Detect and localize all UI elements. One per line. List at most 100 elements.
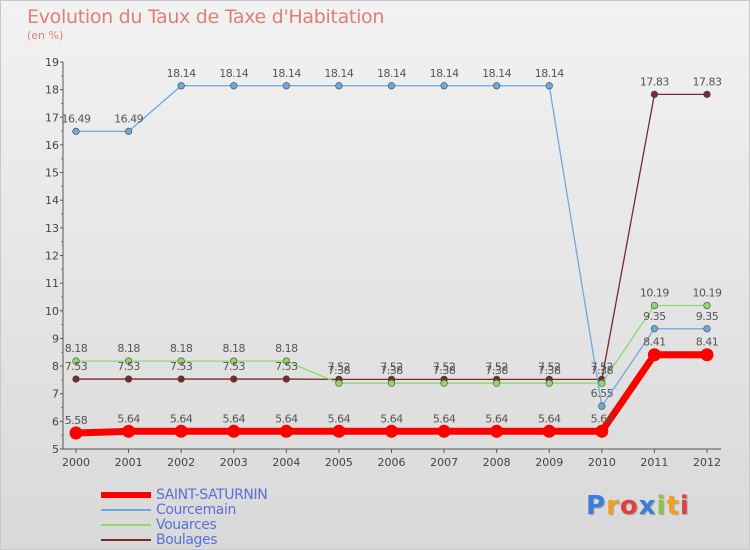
data-label: 18.14 (377, 67, 406, 80)
y-tick-label: 11 (45, 277, 59, 290)
y-tick-label: 14 (45, 194, 59, 207)
series-line-boulages (76, 93, 707, 380)
data-label: 7.53 (170, 360, 193, 373)
data-label: 7.38 (380, 364, 403, 377)
proxiti-logo-letter: r (606, 491, 620, 521)
y-tick-label: 18 (45, 84, 59, 97)
data-point (72, 127, 80, 135)
data-label: 7.53 (117, 360, 140, 373)
data-point (227, 424, 241, 438)
data-point (490, 424, 504, 438)
data-point (542, 424, 556, 438)
data-label: 5.64 (485, 412, 508, 425)
data-label: 9.35 (643, 310, 666, 323)
x-tick-label: 2006 (378, 456, 406, 469)
y-tick-label: 13 (45, 222, 59, 235)
data-point (387, 82, 396, 90)
data-label: 5.64 (433, 412, 456, 425)
data-label: 6.55 (591, 387, 614, 400)
x-tick-label: 2009 (535, 456, 563, 469)
data-label: 5.64 (117, 412, 140, 425)
x-tick-label: 2003 (220, 456, 248, 469)
data-point (124, 357, 133, 365)
data-label: 8.41 (643, 336, 666, 349)
data-point (230, 357, 238, 365)
proxiti-logo-letter: x (638, 491, 657, 521)
x-tick-label: 2012 (693, 456, 721, 469)
data-label: 18.14 (535, 67, 564, 80)
data-label: 7.52 (538, 360, 561, 373)
data-point (650, 301, 659, 310)
data-point (703, 90, 711, 98)
data-label: 10.19 (640, 287, 669, 300)
data-label: 18.14 (324, 67, 353, 80)
data-label: 10.19 (693, 287, 722, 300)
data-label: 5.64 (538, 412, 561, 425)
x-tick-label: 2001 (115, 456, 143, 469)
data-point (177, 357, 185, 365)
legend-label: Vouarces (156, 517, 217, 533)
data-label: 7.53 (275, 360, 298, 373)
data-point (72, 375, 80, 383)
data-label: 18.14 (272, 67, 301, 80)
data-point (177, 82, 185, 90)
data-label: 7.38 (538, 364, 561, 377)
data-label: 9.35 (696, 310, 719, 323)
legend-swatch (101, 509, 151, 511)
data-label: 7.53 (223, 360, 246, 373)
series-lines (69, 82, 714, 440)
y-tick-label: 9 (52, 332, 59, 345)
data-label: 18.14 (430, 67, 459, 80)
data-point (700, 348, 714, 362)
data-label: 7.38 (433, 364, 456, 377)
data-point (387, 379, 396, 387)
data-label: 8.18 (275, 342, 298, 355)
data-point (279, 424, 293, 438)
data-point (437, 424, 451, 438)
data-point (124, 127, 133, 135)
proxiti-logo-letter: o (619, 491, 639, 521)
data-label: 18.14 (482, 67, 511, 80)
data-label: 7.52 (485, 360, 508, 373)
proxiti-logo-letter: i (656, 491, 667, 521)
data-label: 7.53 (65, 360, 88, 373)
data-label: 5.64 (591, 412, 614, 425)
data-point (650, 325, 659, 333)
x-tick-label: 2005 (325, 456, 353, 469)
y-tick-label: 19 (45, 56, 59, 69)
axes: 5 6 7 8 9 10 11 12 13 14 15 16 17 18 19 2000 2001 2002 200… (45, 56, 721, 469)
x-tick-label: 2007 (430, 456, 458, 469)
legend-swatch (101, 539, 151, 541)
data-label: 8.18 (65, 342, 88, 355)
data-label: 7.52 (380, 360, 403, 373)
data-label: 17.83 (693, 75, 722, 88)
data-label: 5.64 (223, 412, 246, 425)
data-point (545, 82, 553, 90)
data-label: 5.64 (275, 412, 298, 425)
legend-label: Boulages (156, 532, 218, 548)
data-point (647, 348, 661, 362)
y-tick-label: 15 (45, 167, 59, 180)
data-point (598, 402, 606, 410)
data-point (598, 379, 606, 387)
y-tick-label: 12 (45, 250, 59, 263)
data-point (385, 424, 398, 438)
y-tick-label: 17 (45, 111, 59, 124)
data-point (595, 424, 609, 438)
data-label: 5.64 (380, 412, 403, 425)
data-point (703, 301, 711, 310)
legend-swatch (101, 524, 151, 526)
series-line-courcemain (76, 85, 707, 407)
x-tick-label: 2010 (588, 456, 616, 469)
data-point (72, 357, 80, 365)
data-label: 8.18 (223, 342, 246, 355)
data-point (332, 424, 346, 438)
data-label: 8.18 (117, 342, 140, 355)
data-point (282, 357, 290, 365)
data-label: 7.38 (485, 364, 508, 377)
x-tick-label: 2000 (62, 456, 90, 469)
data-label: 7.38 (591, 364, 614, 377)
data-label: 5.58 (65, 414, 88, 427)
data-point (282, 375, 290, 383)
y-tick-label: 10 (45, 305, 59, 318)
